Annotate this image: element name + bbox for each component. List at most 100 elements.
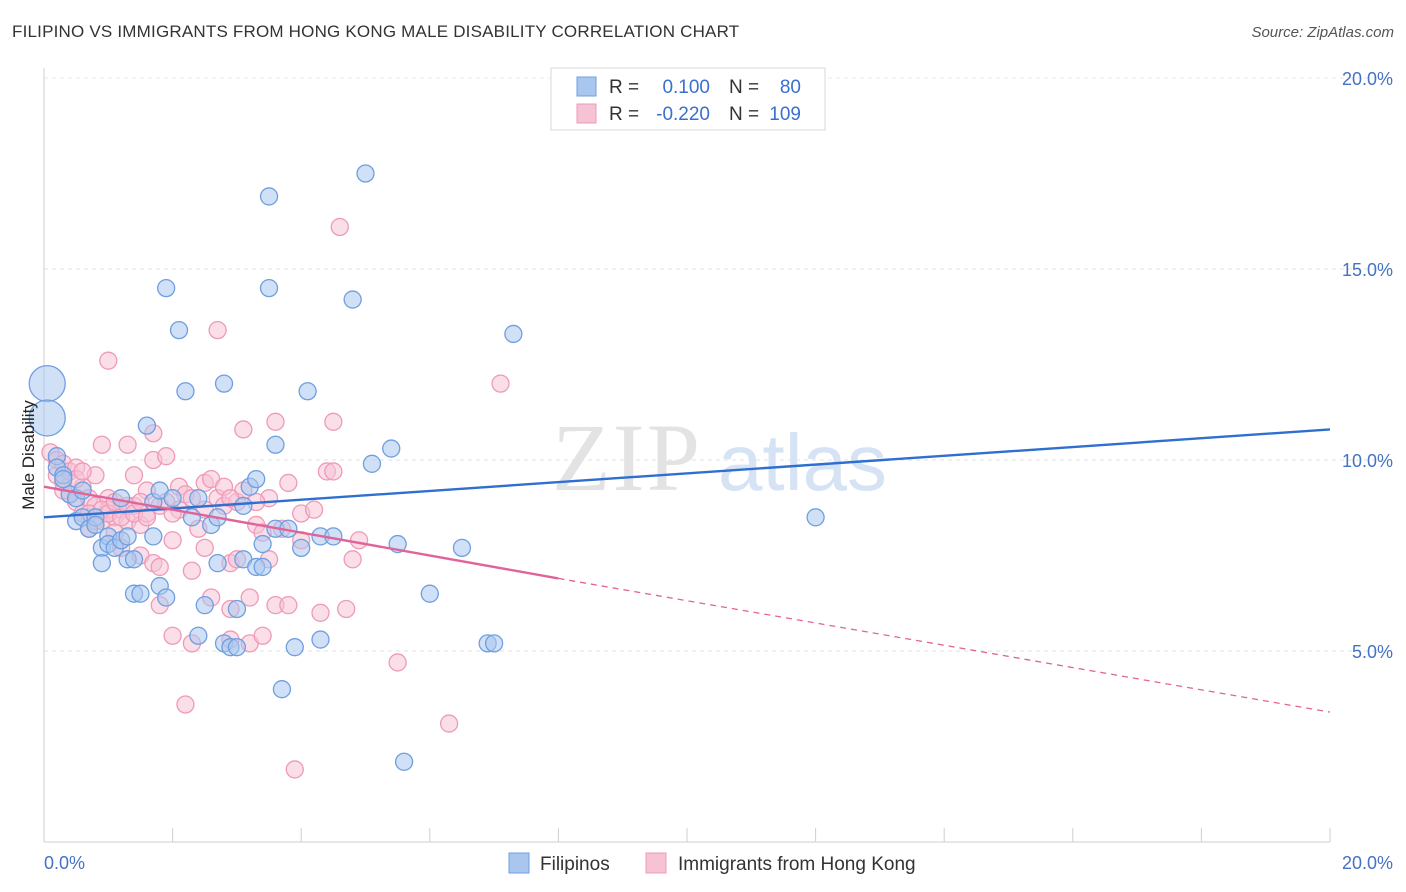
point-hongkong-79: [324, 412, 343, 431]
point-filipinos-24: [137, 416, 157, 435]
legend-r-value-1: 0.100: [662, 77, 710, 98]
trend-line-0: [43, 428, 1331, 519]
chart-source: Source: ZipAtlas.com: [1251, 24, 1394, 41]
point-filipinos-37: [195, 596, 214, 615]
point-filipinos-70: [394, 752, 414, 771]
legend-r-value-2: -0.220: [656, 104, 710, 125]
series-legend: Filipinos Immigrants from Hong Kong: [508, 852, 916, 875]
y-tick-label-1: 10.0%: [1342, 451, 1393, 471]
point-hongkong-85: [439, 714, 459, 733]
point-filipinos-41: [214, 374, 234, 393]
point-hongkong-64: [253, 626, 272, 645]
point-hongkong-76: [311, 603, 330, 622]
y-tick-label-0: 5.0%: [1352, 642, 1393, 662]
watermark-zip: ZIP: [552, 404, 702, 511]
point-hongkong-33: [150, 557, 169, 577]
point-filipinos-17: [112, 489, 131, 508]
point-hongkong-87: [99, 351, 118, 370]
point-filipinos-0: [28, 364, 66, 403]
point-filipinos-68: [382, 439, 401, 458]
legend-n-value-1: 80: [780, 77, 801, 98]
point-filipinos-31: [163, 489, 182, 508]
legend-r-label-2: R =: [609, 104, 639, 125]
point-filipinos-75: [504, 324, 523, 344]
point-filipinos-32: [169, 320, 189, 340]
point-filipinos-55: [266, 435, 285, 454]
point-hongkong-42: [176, 695, 195, 714]
point-hongkong-67: [266, 412, 285, 431]
legend-n-label-2: N =: [729, 104, 759, 125]
point-filipinos-46: [234, 496, 253, 515]
point-hongkong-72: [285, 760, 304, 779]
point-hongkong-81: [337, 599, 356, 619]
point-filipinos-49: [247, 469, 266, 489]
series-legend-swatch-filipinos: [508, 852, 530, 874]
point-hongkong-58: [234, 420, 253, 439]
point-hongkong-102: [137, 508, 157, 527]
y-axis-label: Male Disability: [19, 400, 38, 510]
point-filipinos-67: [362, 454, 382, 473]
point-hongkong-71: [279, 596, 298, 615]
point-filipinos-44: [227, 599, 247, 619]
point-filipinos-76: [806, 508, 825, 527]
point-filipinos-19: [118, 527, 137, 546]
point-filipinos-30: [157, 278, 176, 298]
point-filipinos-61: [298, 382, 317, 401]
point-hongkong-78: [324, 462, 343, 481]
stats-legend: R = 0.100 N = 80 R = -0.220 N = 109: [550, 67, 826, 131]
series-legend-label-hongkong: Immigrants from Hong Kong: [678, 854, 916, 875]
point-filipinos-8: [73, 481, 92, 500]
point-filipinos-45: [227, 638, 247, 657]
point-filipinos-29: [157, 588, 176, 607]
point-hongkong-25: [124, 466, 144, 485]
x-tick-label-0: 0.0%: [44, 853, 85, 873]
point-filipinos-65: [343, 290, 362, 309]
point-hongkong-82: [343, 550, 362, 569]
point-hongkong-37: [163, 531, 182, 550]
point-filipinos-26: [144, 527, 163, 546]
point-filipinos-13: [92, 553, 112, 573]
point-filipinos-54: [259, 187, 279, 206]
x-tick-label-1: 20.0%: [1342, 853, 1393, 873]
point-filipinos-79: [86, 515, 105, 535]
point-filipinos-53: [259, 278, 279, 298]
trend-line-1: [43, 485, 559, 580]
point-hongkong-36: [157, 447, 176, 466]
point-filipinos-36: [189, 626, 208, 645]
point-hongkong-43: [182, 561, 202, 580]
point-filipinos-23: [131, 584, 150, 603]
point-hongkong-70: [279, 473, 298, 493]
point-filipinos-40: [208, 553, 227, 573]
trend-line-dashed-1: [558, 577, 1331, 713]
series-legend-label-filipinos: Filipinos: [540, 854, 610, 875]
point-filipinos-51: [253, 534, 272, 554]
point-filipinos-57: [272, 680, 292, 699]
point-hongkong-84: [388, 653, 407, 672]
point-hongkong-23: [118, 435, 137, 454]
point-hongkong-83: [349, 531, 369, 550]
point-filipinos-63: [311, 630, 330, 649]
point-filipinos-1: [28, 399, 66, 437]
y-tick-label-2: 15.0%: [1342, 260, 1393, 280]
legend-n-label-1: N =: [729, 77, 759, 98]
legend-swatch-hongkong: [576, 103, 597, 124]
point-hongkong-60: [240, 588, 259, 607]
point-hongkong-16: [92, 435, 112, 454]
legend-swatch-filipinos: [576, 76, 597, 97]
point-filipinos-21: [124, 550, 144, 569]
point-hongkong-50: [208, 320, 227, 340]
point-hongkong-92: [73, 462, 92, 481]
chart-title: FILIPINO VS IMMIGRANTS FROM HONG KONG MA…: [12, 22, 740, 41]
point-filipinos-52: [253, 557, 272, 577]
point-filipinos-74: [484, 634, 504, 653]
legend-r-label-1: R =: [609, 77, 639, 98]
point-filipinos-60: [292, 538, 311, 558]
series-legend-swatch-hongkong: [645, 852, 667, 874]
point-hongkong-38: [163, 626, 182, 645]
point-hongkong-47: [195, 538, 214, 558]
point-filipinos-78: [54, 469, 73, 489]
legend-n-value-2: 109: [769, 104, 801, 125]
point-hongkong-80: [330, 217, 349, 237]
point-filipinos-72: [452, 538, 472, 558]
